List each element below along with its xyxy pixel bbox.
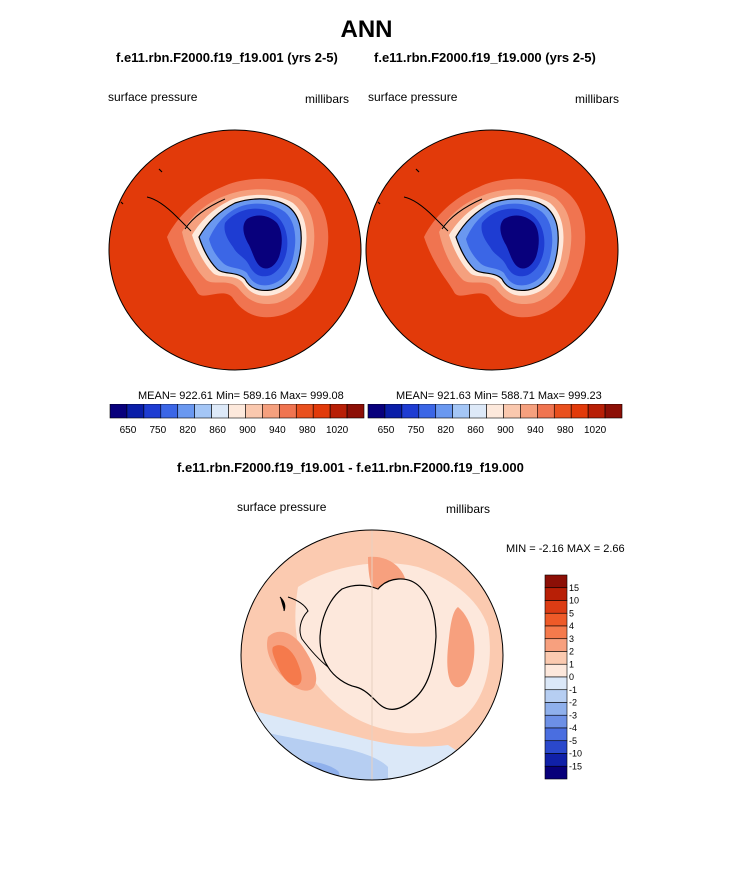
diff-colorbar-label: -5 <box>569 736 577 746</box>
panel-2-colorbar-tick-label: 1020 <box>584 425 607 436</box>
diff-colorbar-swatch <box>544 740 568 754</box>
panel-2-colorbar-tick-label: 940 <box>527 425 544 436</box>
panel-2-map <box>365 129 619 371</box>
panel-2-colorbar-swatch <box>537 404 555 419</box>
panel-2-title: f.e11.rbn.F2000.f19_f19.000 (yrs 2-5) <box>374 50 596 65</box>
diff-variable-label: surface pressure <box>237 500 327 514</box>
diff-colorbar-swatch <box>544 587 568 601</box>
panel-2-colorbar-swatch <box>553 404 572 419</box>
panel-1-colorbar: 650 750 820 860 900 940 980 1020 <box>109 404 365 436</box>
diff-colorbar-label: 0 <box>569 672 574 682</box>
panel-2-colorbar-tick-label: 900 <box>497 425 514 436</box>
panel-1-colorbar-swatch <box>245 404 263 419</box>
panel-2-colorbar-swatch <box>486 404 504 419</box>
panel-2-colorbar-swatch <box>587 404 606 419</box>
panel-1-stats: MEAN= 922.61 Min= 589.16 Max= 999.08 <box>138 390 344 402</box>
diff-map <box>240 529 504 781</box>
panel-1-colorbar-tick-label: 650 <box>120 425 137 436</box>
panel-2-colorbar-swatch <box>418 404 437 419</box>
panel-2-colorbar-tick-label: 860 <box>467 425 484 436</box>
panel-1-colorbar-tick-label: 900 <box>239 425 256 436</box>
diff-colorbar-label: 5 <box>569 608 574 618</box>
panel-1-colorbar-swatch <box>211 404 229 419</box>
diff-colorbar-label: 1 <box>569 659 574 669</box>
panel-1-colorbar-swatch <box>160 404 179 419</box>
diff-colorbar-swatch <box>544 753 568 767</box>
diff-title: f.e11.rbn.F2000.f19_f19.001 - f.e11.rbn.… <box>177 460 524 475</box>
panel-1-colorbar-tick-label: 1020 <box>326 425 349 436</box>
panel-2-colorbar-swatch <box>570 404 589 419</box>
diff-colorbar-swatch <box>544 651 568 665</box>
panel-1-colorbar-swatch <box>194 404 212 419</box>
panel-1-colorbar-swatch <box>143 404 162 419</box>
diff-colorbar-swatch <box>544 663 568 678</box>
panel-2-colorbar-swatch <box>435 404 453 419</box>
panel-1-colorbar-swatch <box>228 404 246 419</box>
diff-colorbar-label: -2 <box>569 698 577 708</box>
diff-colorbar-swatch <box>544 612 568 627</box>
panel-2-variable-label: surface pressure <box>368 90 458 104</box>
diff-colorbar-label: 3 <box>569 634 574 644</box>
panel-1-colorbar-swatch <box>295 404 314 419</box>
diff-units-label: millibars <box>446 502 491 516</box>
diff-colorbar-swatch <box>544 600 568 614</box>
diff-colorbar-swatch <box>544 574 568 589</box>
panel-1-colorbar-swatch <box>346 404 365 419</box>
diff-colorbar-label: 2 <box>569 647 574 657</box>
diff-colorbar-swatch <box>544 714 568 729</box>
diff-colorbar-label: -10 <box>569 749 582 759</box>
panel-2-colorbar-tick-label: 650 <box>378 425 395 436</box>
panel-1-units-label: millibars <box>305 92 350 106</box>
figure-title: ANN <box>340 16 393 43</box>
diff-colorbar-label: 4 <box>569 621 574 631</box>
panel-2-colorbar-swatch <box>520 404 538 419</box>
panel-2-colorbar-tick-label: 980 <box>557 425 574 436</box>
diff-colorbar-swatch <box>544 625 568 640</box>
panel-1-colorbar-tick-label: 980 <box>299 425 316 436</box>
diff-colorbar-label: -4 <box>569 723 577 733</box>
diff-colorbar-swatch <box>544 689 568 703</box>
panel-2-colorbar-swatch <box>367 404 386 419</box>
panel-2-colorbar-tick-label: 820 <box>437 425 454 436</box>
panel-2-colorbar-swatch <box>604 404 623 419</box>
panel-1-title: f.e11.rbn.F2000.f19_f19.001 (yrs 2-5) <box>116 50 338 65</box>
panel-1-colorbar-swatch <box>177 404 195 419</box>
panel-2-colorbar: 650 750 820 860 900 940 980 1020 <box>367 404 623 436</box>
diff-colorbar-swatch <box>544 638 568 652</box>
panel-1-colorbar-tick-label: 750 <box>149 425 166 436</box>
panel-1-variable-label: surface pressure <box>108 90 198 104</box>
diff-colorbar-swatch <box>544 702 568 716</box>
diff-colorbar-label: 15 <box>569 583 579 593</box>
panel-1-map <box>108 129 362 371</box>
panel-1-colorbar-swatch <box>109 404 128 419</box>
panel-1-colorbar-swatch <box>262 404 280 419</box>
diff-colorbar-swatch <box>544 676 568 691</box>
panel-2-stats: MEAN= 921.63 Min= 588.71 Max= 999.23 <box>396 390 602 402</box>
panel-1-colorbar-swatch <box>329 404 348 419</box>
panel-2-colorbar-swatch <box>384 404 403 419</box>
panel-2-units-label: millibars <box>575 92 620 106</box>
panel-1-colorbar-tick-label: 820 <box>179 425 196 436</box>
panel-2-colorbar-swatch <box>469 404 487 419</box>
diff-stats: MIN = -2.16 MAX = 2.66 <box>506 543 625 555</box>
panel-1-colorbar-tick-label: 940 <box>269 425 286 436</box>
panel-2-colorbar-tick-label: 750 <box>407 425 424 436</box>
diff-colorbar-label: -15 <box>569 761 582 771</box>
panel-2-colorbar-swatch <box>401 404 420 419</box>
diff-colorbar-label: -3 <box>569 710 577 720</box>
panel-1-colorbar-swatch <box>279 404 297 419</box>
diff-colorbar-swatch <box>544 765 568 780</box>
panel-1-colorbar-tick-label: 860 <box>209 425 226 436</box>
diff-colorbar-label: -1 <box>569 685 577 695</box>
panel-2-colorbar-swatch <box>452 404 470 419</box>
diff-colorbar-swatch <box>544 727 568 742</box>
panel-1-colorbar-swatch <box>126 404 145 419</box>
diff-colorbar-label: 10 <box>569 596 579 606</box>
panel-2-colorbar-swatch <box>503 404 521 419</box>
panel-1-colorbar-swatch <box>312 404 331 419</box>
